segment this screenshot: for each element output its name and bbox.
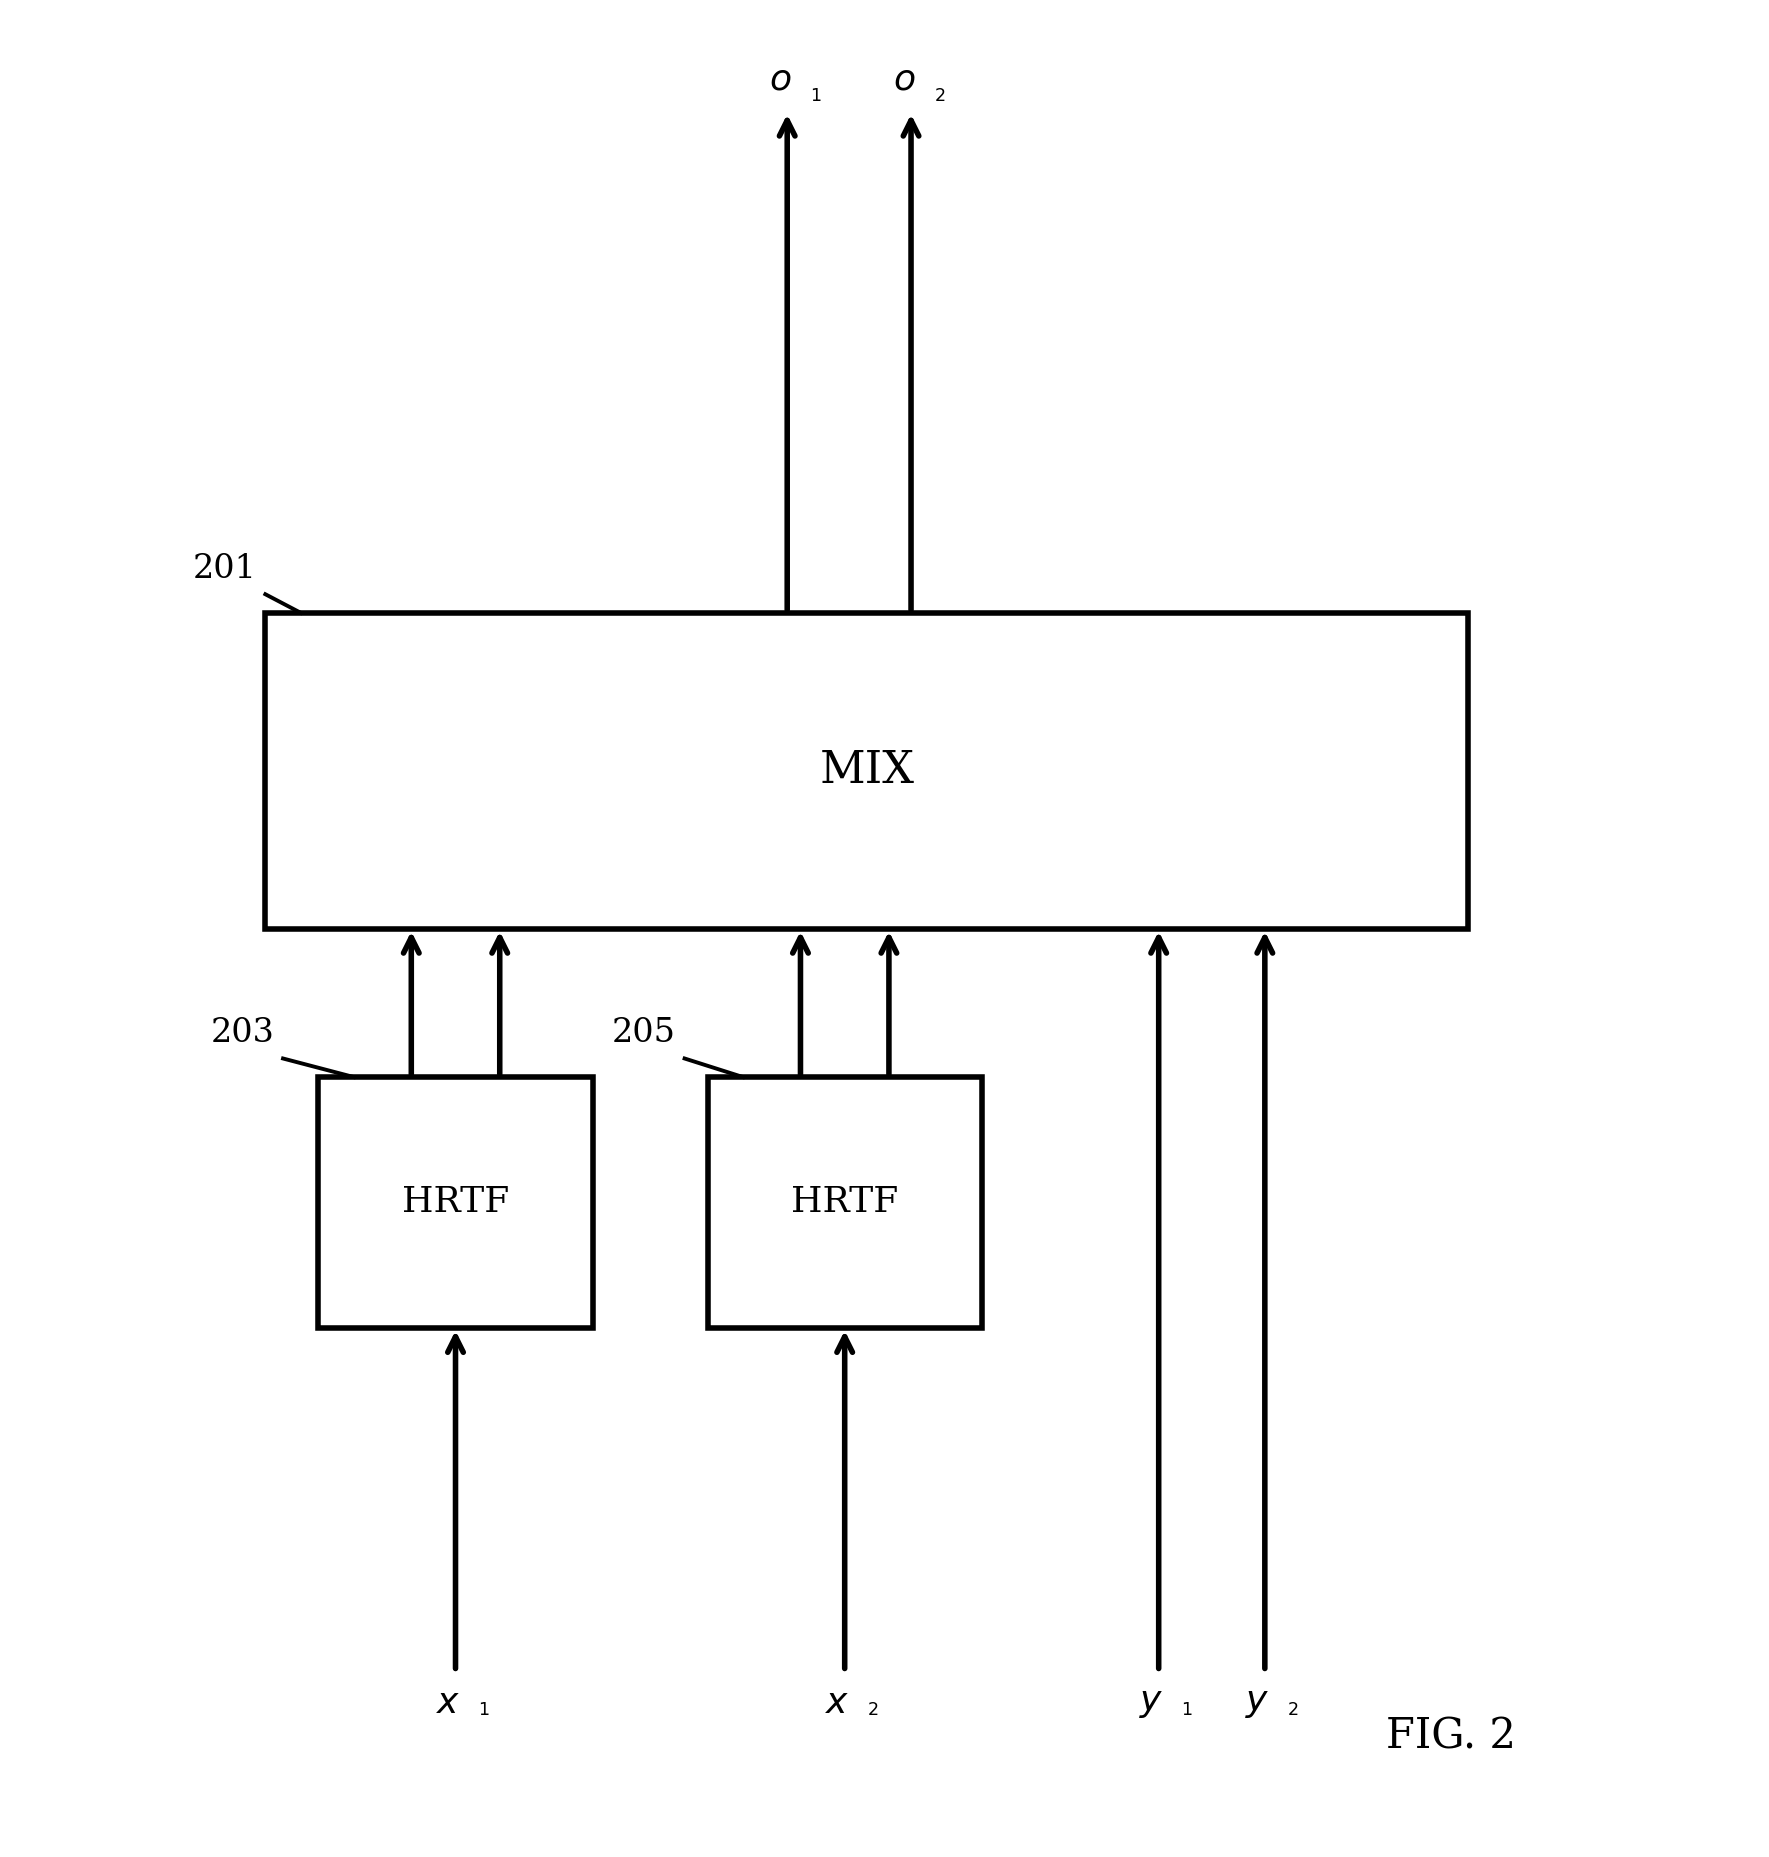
Text: $_1$: $_1$ [478, 1695, 490, 1718]
Text: $y$: $y$ [1139, 1686, 1164, 1720]
Text: $_2$: $_2$ [934, 82, 945, 104]
Text: $_2$: $_2$ [1288, 1695, 1298, 1718]
Text: $x$: $x$ [437, 1686, 460, 1720]
Text: $_1$: $_1$ [810, 82, 821, 104]
FancyBboxPatch shape [708, 1077, 982, 1328]
Text: MIX: MIX [819, 748, 915, 793]
Text: 205: 205 [612, 1018, 676, 1049]
Text: $y$: $y$ [1245, 1686, 1270, 1720]
Text: $o$: $o$ [893, 63, 915, 97]
FancyBboxPatch shape [265, 613, 1468, 928]
Text: HRTF: HRTF [402, 1185, 509, 1220]
FancyBboxPatch shape [318, 1077, 593, 1328]
Text: FIG. 2: FIG. 2 [1385, 1716, 1516, 1757]
Text: HRTF: HRTF [791, 1185, 899, 1220]
Text: $x$: $x$ [826, 1686, 849, 1720]
Text: $o$: $o$ [770, 63, 791, 97]
Text: $_1$: $_1$ [1182, 1695, 1192, 1718]
Text: 201: 201 [193, 553, 257, 585]
Text: $_2$: $_2$ [867, 1695, 879, 1718]
Text: 203: 203 [211, 1018, 274, 1049]
